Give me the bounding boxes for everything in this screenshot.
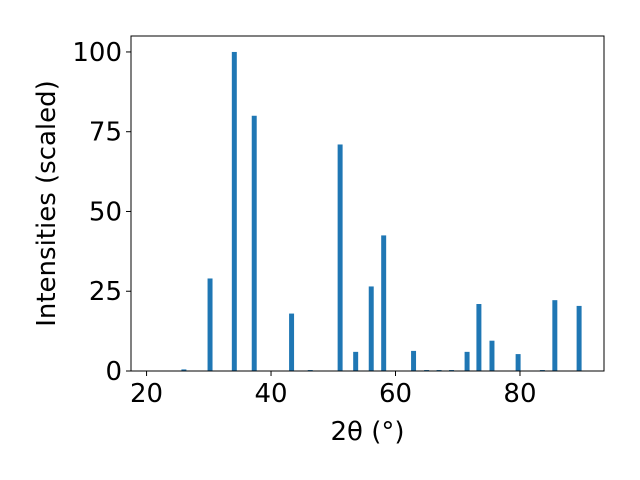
bar [411,350,417,371]
bar [381,235,387,371]
y-axis-ticks: 0 25 50 75 100 [72,38,131,387]
x-tick-label: 40 [254,379,287,409]
plot-frame [130,35,605,372]
y-tick-label: 0 [105,357,122,387]
bar [207,278,213,371]
bar [353,351,359,371]
bar [181,369,187,371]
bar [476,304,482,371]
x-tick-label: 80 [503,379,536,409]
bar [231,51,237,371]
y-tick-label: 50 [89,197,122,227]
bar [552,300,558,371]
bars-group [181,51,582,371]
bar [368,286,374,371]
bar [337,144,343,371]
bar [576,305,582,371]
y-axis-label: Intensities (scaled) [32,80,62,327]
bar [489,340,495,371]
y-tick-label: 25 [89,277,122,307]
bar [515,354,521,371]
y-tick-label: 100 [72,38,122,68]
x-axis-ticks: 20 40 60 80 [130,371,537,409]
bar [251,115,257,371]
x-tick-label: 60 [379,379,412,409]
bar [289,313,295,371]
x-tick-label: 20 [130,379,163,409]
y-tick-label: 75 [89,118,122,148]
bar [464,351,470,371]
x-axis-label: 2θ (°) [330,417,404,447]
